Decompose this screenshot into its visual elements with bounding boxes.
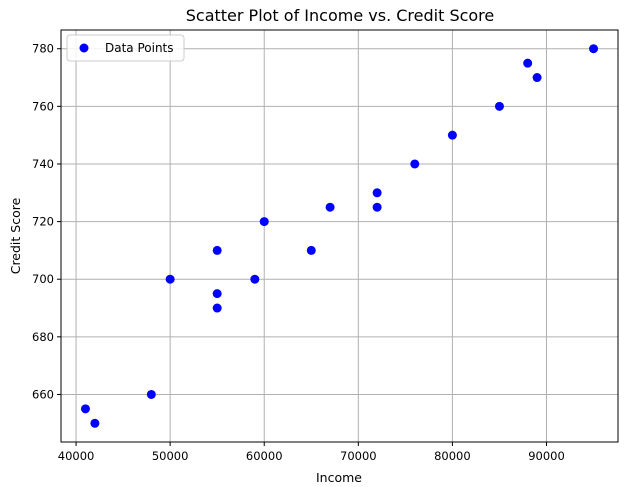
y-tick-label: 680	[32, 330, 54, 344]
legend: Data Points	[66, 34, 185, 62]
x-tick-label: 50000	[152, 449, 189, 463]
y-tick-label: 780	[32, 42, 54, 56]
data-point	[372, 188, 382, 198]
data-point	[532, 73, 542, 83]
data-point	[146, 389, 156, 399]
y-axis-label: Credit Score	[8, 197, 23, 274]
x-axis-label: Income	[316, 470, 362, 485]
x-tick-label: 90000	[528, 449, 565, 463]
data-point	[80, 404, 90, 414]
data-point	[306, 245, 316, 255]
x-tick-label: 40000	[58, 449, 95, 463]
plot-area-frame	[60, 29, 619, 443]
data-point	[325, 202, 335, 212]
data-point	[494, 101, 504, 111]
legend-label: Data Points	[105, 41, 174, 55]
data-point	[165, 274, 175, 284]
legend-box	[66, 34, 185, 62]
chart-title: Scatter Plot of Income vs. Credit Score	[186, 6, 495, 25]
data-point	[410, 159, 420, 169]
legend-marker	[79, 43, 89, 53]
data-point	[212, 303, 222, 313]
x-tick-label: 60000	[246, 449, 283, 463]
data-point	[259, 217, 269, 227]
data-point	[523, 58, 533, 68]
x-tick-label: 80000	[434, 449, 471, 463]
x-tick-label: 70000	[340, 449, 377, 463]
data-point	[447, 130, 457, 140]
y-tick-label: 720	[32, 215, 54, 229]
data-point	[372, 202, 382, 212]
y-tick-label: 700	[32, 272, 54, 286]
data-point	[589, 44, 599, 54]
data-point	[212, 289, 222, 299]
y-tick-label: 740	[32, 157, 54, 171]
data-point	[250, 274, 260, 284]
y-tick-label: 760	[32, 99, 54, 113]
data-point	[212, 245, 222, 255]
y-tick-label: 660	[32, 387, 54, 401]
axis-ticks: 40000 50000 60000 70000 80000 90000 660 680 700 7…	[32, 42, 565, 463]
data-points	[80, 44, 599, 428]
data-point	[90, 418, 100, 428]
grid-lines	[61, 30, 618, 442]
